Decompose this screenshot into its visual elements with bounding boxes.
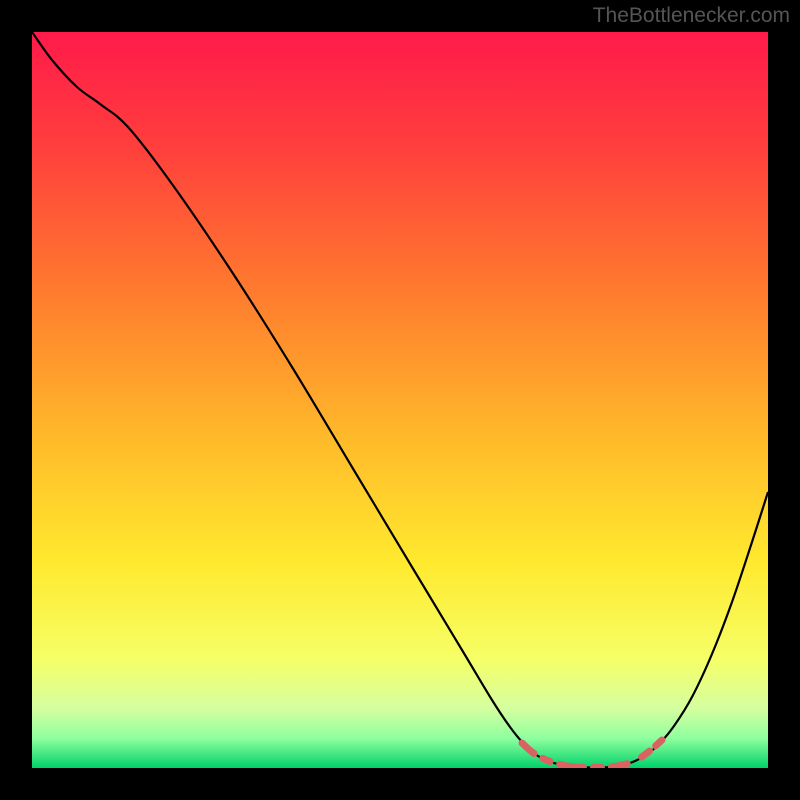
- watermark-text: TheBottlenecker.com: [593, 4, 790, 28]
- plot-area: [32, 32, 768, 768]
- curve-layer: [32, 32, 768, 768]
- bottleneck-curve: [32, 32, 768, 768]
- optimal-zone-marker: [522, 740, 662, 768]
